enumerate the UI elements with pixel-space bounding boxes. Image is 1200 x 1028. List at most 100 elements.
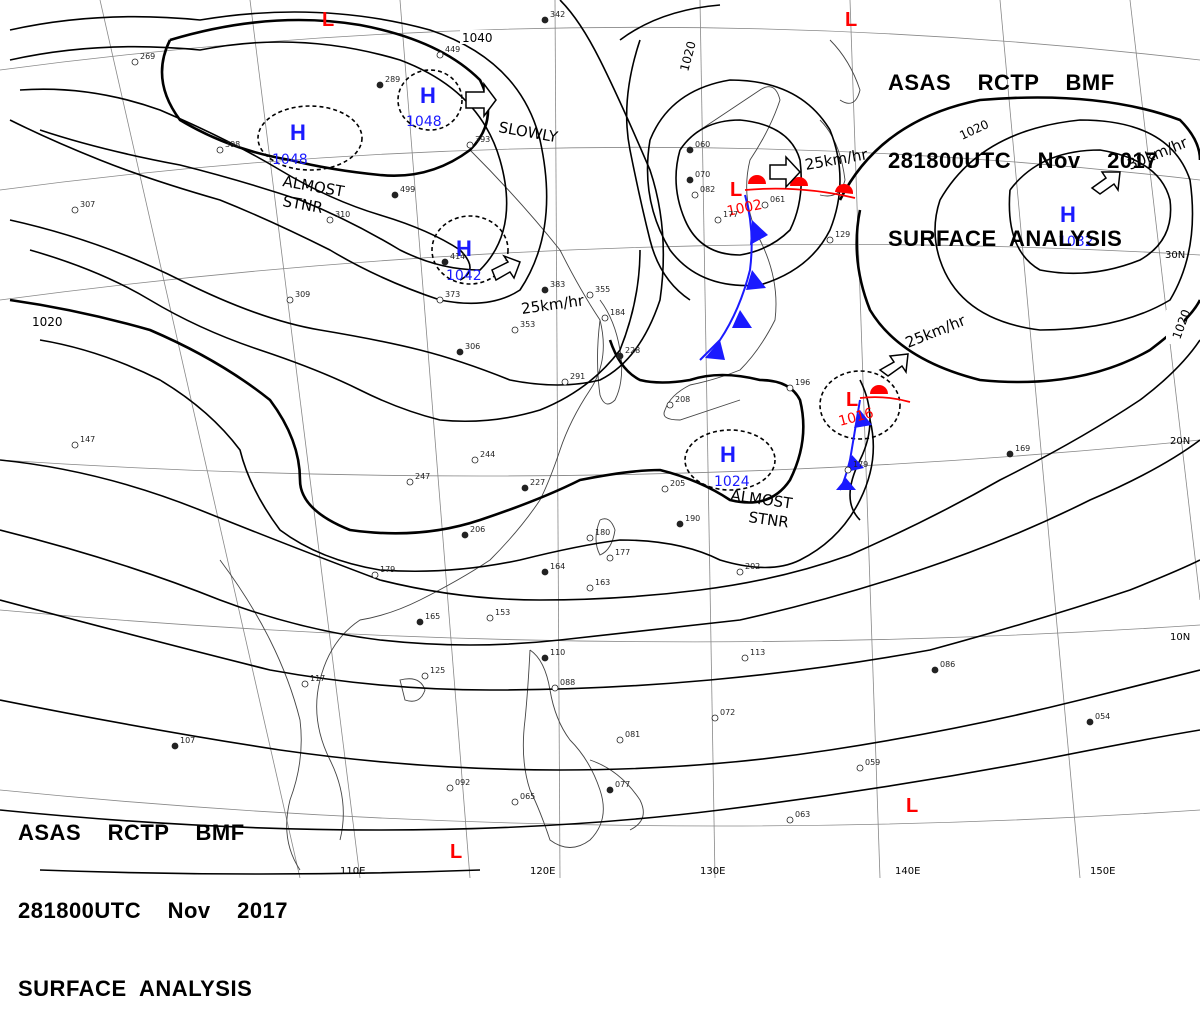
station-pressure: 228 — [625, 346, 640, 355]
station-circle — [436, 296, 444, 304]
header-bottom: ASAS RCTP BMF 281800UTC Nov 2017 SURFACE… — [18, 768, 288, 1028]
station-circle — [511, 326, 519, 334]
station-circle — [301, 680, 309, 688]
station-circle — [441, 258, 449, 266]
station-pressure: 107 — [180, 736, 195, 745]
station-pressure: 206 — [470, 525, 485, 534]
station-circle — [826, 236, 834, 244]
station-circle — [326, 216, 334, 224]
station-circle — [606, 554, 614, 562]
station-pressure: 289 — [385, 75, 400, 84]
high-centres: H 1048 H 1048 H 1042 H 1024 H 1032 — [272, 83, 1094, 490]
station-circle — [711, 714, 719, 722]
station-circle — [461, 531, 469, 539]
arrow-l2 — [878, 353, 909, 377]
station-pressure: 179 — [853, 460, 868, 469]
station-circle — [216, 146, 224, 154]
station-pressure: 169 — [1015, 444, 1030, 453]
station-pressure: 163 — [595, 578, 610, 587]
station-circle — [471, 456, 479, 464]
station-pressure: 088 — [560, 678, 575, 687]
station-circle — [541, 568, 549, 576]
low-symbol: L — [846, 389, 858, 411]
station-pressure: 309 — [295, 290, 310, 299]
high-value: 1048 — [272, 152, 308, 168]
lat-label: 20N — [1170, 436, 1190, 447]
station-pressure: 227 — [530, 478, 545, 487]
station-circle — [391, 191, 399, 199]
station-circle — [676, 520, 684, 528]
station-circle — [601, 314, 609, 322]
station-circle — [616, 736, 624, 744]
station-pressure: 063 — [795, 810, 810, 819]
lon-label: 130E — [700, 866, 725, 877]
station-circle — [586, 584, 594, 592]
station-pressure: 208 — [675, 395, 690, 404]
station-pressure: 081 — [625, 730, 640, 739]
station-pressure: 373 — [445, 290, 460, 299]
station-pressure: 059 — [865, 758, 880, 767]
low-symbol: L — [730, 179, 742, 201]
station-pressure: 082 — [700, 185, 715, 194]
high-symbol: H — [1060, 202, 1076, 227]
arrow-h5 — [1090, 171, 1121, 195]
station-circle — [521, 484, 529, 492]
station-pressure: 129 — [835, 230, 850, 239]
station-pressure: 310 — [335, 210, 350, 219]
low-symbol: L — [450, 841, 462, 863]
station-pressure: 449 — [445, 45, 460, 54]
header-line-title: SURFACE ANALYSIS — [18, 976, 253, 1001]
station-circle — [616, 352, 624, 360]
station-pressure: 113 — [750, 648, 765, 657]
isobar-labels: 1040 1020 1020 1020 1020 — [30, 30, 1193, 344]
cold-front-triangles — [705, 220, 872, 490]
station-circle — [436, 51, 444, 59]
isobar-label: 1040 — [462, 31, 493, 45]
warm-fronts — [744, 187, 911, 403]
station-pressure: 414 — [450, 252, 465, 261]
high-symbol: H — [720, 442, 736, 467]
station-circle — [71, 206, 79, 214]
header-line-product: ASAS RCTP BMF — [888, 70, 1115, 95]
station-pressure: 054 — [1095, 712, 1110, 721]
station-pressure: 179 — [380, 565, 395, 574]
station-pressure: 190 — [685, 514, 700, 523]
arrow-h2 — [465, 81, 497, 119]
station-circle — [551, 684, 559, 692]
high-value: 1024 — [714, 474, 750, 490]
station-pressure: 342 — [550, 10, 565, 19]
station-circle — [286, 296, 294, 304]
longitude-grid — [99, 0, 1200, 878]
header-line-title: SURFACE ANALYSIS — [888, 226, 1123, 251]
station-pressure: 205 — [670, 479, 685, 488]
coastlines — [219, 39, 861, 871]
station-pressure: 307 — [80, 200, 95, 209]
station-circle — [786, 816, 794, 824]
station-pressure: 202 — [745, 562, 760, 571]
station-circle — [856, 764, 864, 772]
station-circle — [844, 466, 852, 474]
station-circle — [421, 672, 429, 680]
station-circle — [736, 568, 744, 576]
arrow-l1 — [769, 155, 802, 189]
station-pressure: 086 — [940, 660, 955, 669]
station-circle — [406, 478, 414, 486]
lon-label: 120E — [530, 866, 555, 877]
header-line-product: ASAS RCTP BMF — [18, 820, 245, 845]
station-pressure: 398 — [225, 140, 240, 149]
station-pressure: 177 — [723, 210, 738, 219]
station-pressure: 244 — [480, 450, 495, 459]
station-pressure: 077 — [615, 780, 630, 789]
station-pressure: 065 — [520, 792, 535, 801]
high-symbol: H — [290, 120, 306, 145]
station-circle — [511, 798, 519, 806]
station-pressure: 117 — [310, 674, 325, 683]
station-circle — [606, 786, 614, 794]
station-circle — [661, 485, 669, 493]
station-circle — [541, 654, 549, 662]
station-circle — [486, 614, 494, 622]
station-pressure: 125 — [430, 666, 445, 675]
station-circle — [714, 216, 722, 224]
station-pressure: 165 — [425, 612, 440, 621]
station-pressure: 184 — [610, 308, 625, 317]
